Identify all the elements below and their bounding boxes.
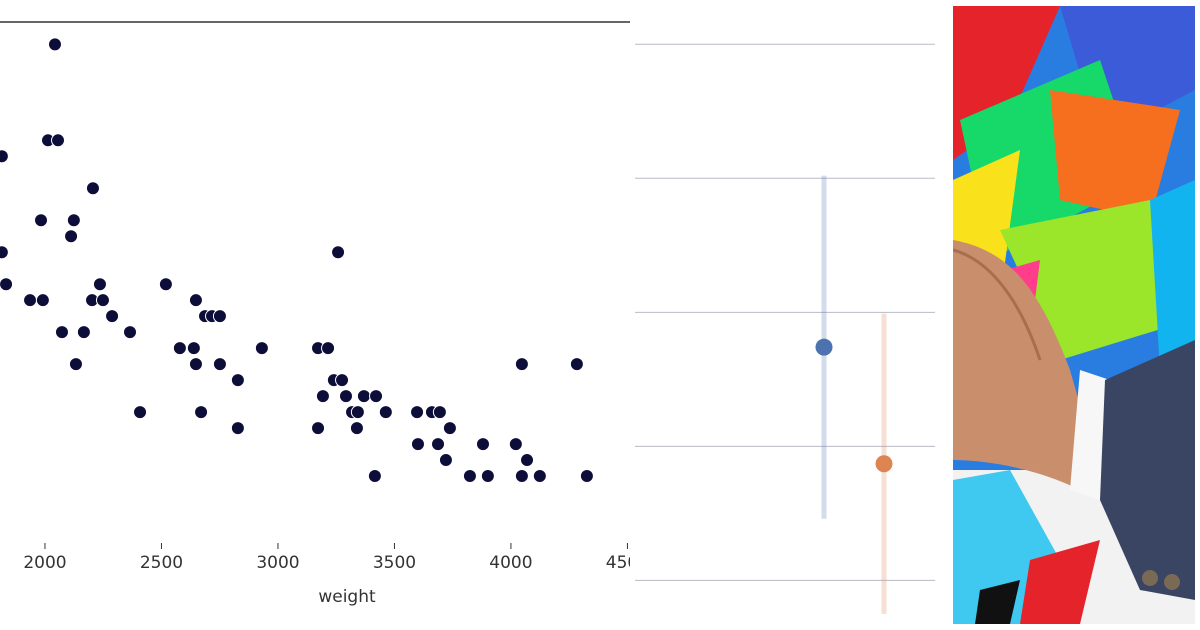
point [356, 389, 371, 404]
point [92, 277, 107, 292]
point [514, 469, 529, 484]
point [212, 309, 227, 324]
point [514, 357, 529, 372]
point [123, 325, 138, 340]
point [158, 277, 173, 292]
point [34, 213, 49, 228]
point [230, 373, 245, 388]
point [442, 421, 457, 436]
x-tick-label: 4500 [606, 553, 649, 573]
point [0, 245, 9, 260]
point [0, 149, 9, 164]
x-axis-label: weight [318, 587, 376, 607]
point [188, 293, 203, 308]
point [85, 181, 100, 196]
x-tick-label: 4000 [489, 553, 532, 573]
point [579, 469, 594, 484]
point [335, 373, 350, 388]
point [349, 421, 364, 436]
point [321, 341, 336, 356]
point [410, 405, 425, 420]
point [68, 357, 83, 372]
point [35, 293, 50, 308]
point [105, 309, 120, 324]
x-tick-label: 2500 [140, 553, 183, 573]
point [475, 437, 490, 452]
point [462, 469, 477, 484]
point [875, 455, 893, 473]
point [815, 338, 833, 356]
point [212, 357, 227, 372]
point [254, 341, 269, 356]
point [230, 421, 245, 436]
point [133, 405, 148, 420]
point [431, 437, 446, 452]
point [532, 469, 547, 484]
scatter-chart: weight 2000 2500 3000 3500 4000 4500 [0, 21, 649, 607]
point [66, 213, 81, 228]
point [338, 389, 353, 404]
point [438, 453, 453, 468]
point [432, 405, 447, 420]
point [520, 453, 535, 468]
point [315, 389, 330, 404]
point [188, 357, 203, 372]
point [367, 469, 382, 484]
point [410, 437, 425, 452]
photo [953, 6, 1195, 624]
point [0, 277, 14, 292]
point [95, 293, 110, 308]
point [172, 341, 187, 356]
point [186, 341, 201, 356]
point [51, 133, 66, 148]
point [23, 293, 38, 308]
point [508, 437, 523, 452]
x-tick-label: 2000 [23, 553, 66, 573]
point [54, 325, 69, 340]
point [311, 421, 326, 436]
x-tick-label: 3000 [256, 553, 299, 573]
x-tick-label: 3500 [373, 553, 416, 573]
point [378, 405, 393, 420]
point [76, 325, 91, 340]
point [331, 245, 346, 260]
point [569, 357, 584, 372]
point [480, 469, 495, 484]
errorbar-chart [635, 43, 935, 614]
point [194, 405, 209, 420]
point [350, 405, 365, 420]
point [64, 229, 79, 244]
point [47, 37, 62, 52]
point [369, 389, 384, 404]
